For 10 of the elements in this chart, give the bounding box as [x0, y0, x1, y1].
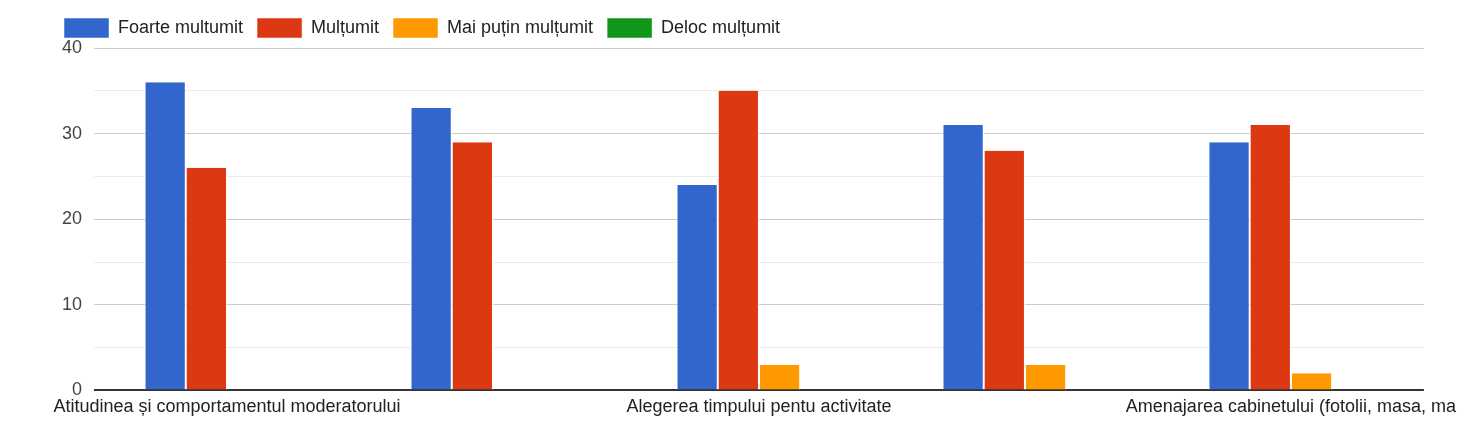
- legend-label: Mai puțin mulțumit: [447, 16, 594, 37]
- y-tick-label: 10: [61, 293, 83, 314]
- legend-label: Mulțumit: [311, 16, 380, 37]
- x-tick-label: Alegerea timpului pentu activitate: [626, 396, 892, 417]
- y-tick-label: 30: [61, 122, 83, 143]
- legend-label: Deloc mulțumit: [661, 16, 781, 37]
- x-tick-label: Amenajarea cabinetului (fotolii, masa, ma: [1125, 396, 1457, 417]
- y-tick-label: 40: [61, 36, 83, 57]
- y-tick-label: 20: [61, 208, 83, 229]
- legend-label: Foarte multumit: [118, 16, 244, 37]
